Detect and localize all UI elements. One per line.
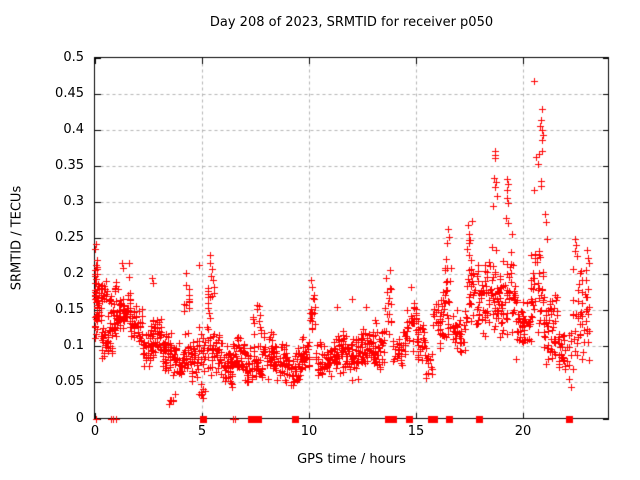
y-tick-label: 0.4 xyxy=(63,122,84,137)
x-tick-label: 15 xyxy=(407,424,425,439)
y-axis-label-text: SRMTID / TECUs xyxy=(9,185,25,291)
y-tick-label: 0.05 xyxy=(55,374,84,389)
x-tick-label: 0 xyxy=(90,424,100,439)
y-tick-label: 0.3 xyxy=(63,194,84,209)
y-tick-label: 0.5 xyxy=(63,50,84,65)
y-tick-label: 0.15 xyxy=(55,302,84,317)
x-axis-label: GPS time / hours xyxy=(297,452,406,467)
y-tick-label: 0.45 xyxy=(55,86,84,101)
y-tick-label: 0.35 xyxy=(55,158,84,173)
x-tick-label: 20 xyxy=(514,424,532,439)
x-tick-label: 5 xyxy=(197,424,207,439)
y-tick-label: 0 xyxy=(75,411,84,426)
x-tick-label: 10 xyxy=(300,424,318,439)
y-tick-label: 0.2 xyxy=(63,266,84,281)
y-tick-label: 0.25 xyxy=(55,230,84,245)
chart-title: Day 208 of 2023, SRMTID for receiver p05… xyxy=(209,15,494,30)
y-tick-label: 0.1 xyxy=(63,338,84,353)
